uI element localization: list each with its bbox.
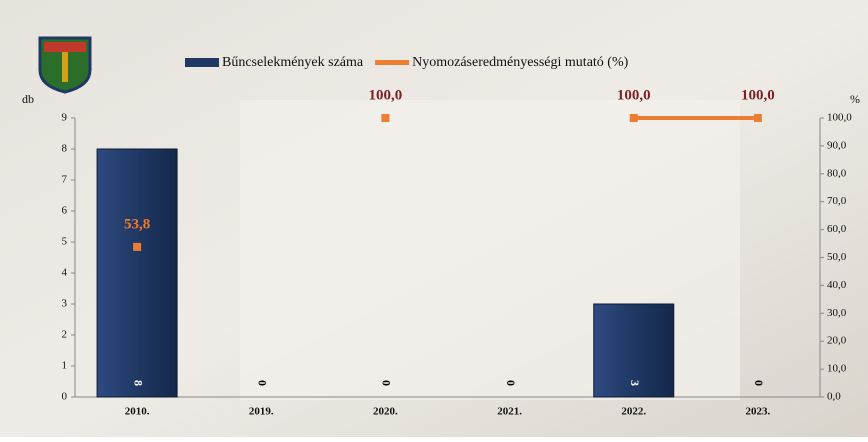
legend-swatch <box>185 58 219 67</box>
y2-tick-label: 90,0 <box>827 139 847 151</box>
y2-tick-label: 0,0 <box>827 391 841 403</box>
bar-value-label: 0 <box>752 380 766 386</box>
y-tick-label: 8 <box>62 143 68 155</box>
y-tick-label: 9 <box>62 112 68 124</box>
y2-tick-label: 40,0 <box>827 279 847 291</box>
line-value-label: 100,0 <box>617 87 651 103</box>
y2-tick-label: 50,0 <box>827 251 847 263</box>
y-tick-label: 6 <box>62 205 68 217</box>
y-tick-label: 5 <box>62 236 68 248</box>
chart: db % 01234567890,010,020,030,040,050,060… <box>0 0 868 437</box>
logo <box>40 38 90 92</box>
line-point <box>133 243 141 251</box>
legend-label: Nyomozáseredményességi mutató (%) <box>412 55 628 70</box>
x-tick-label: 2022. <box>621 406 646 418</box>
bar-value-label: 8 <box>131 380 145 386</box>
x-tick-label: 2019. <box>249 406 274 418</box>
y2-tick-label: 80,0 <box>827 167 847 179</box>
line-value-label: 53,8 <box>124 216 150 232</box>
y2-tick-label: 60,0 <box>827 223 847 235</box>
line-point <box>630 114 638 122</box>
line-value-label: 100,0 <box>369 87 403 103</box>
bar-value-label: 0 <box>256 380 270 386</box>
y-tick-label: 4 <box>62 267 68 279</box>
y-axis-label: db <box>22 92 34 106</box>
y2-tick-label: 70,0 <box>827 195 847 207</box>
bar-value-label: 3 <box>628 380 642 386</box>
x-tick-label: 2023. <box>746 406 771 418</box>
x-tick-label: 2020. <box>373 406 398 418</box>
y-tick-label: 7 <box>62 174 68 186</box>
x-tick-label: 2021. <box>497 406 522 418</box>
y2-tick-label: 10,0 <box>827 363 847 375</box>
x-tick-label: 2010. <box>125 406 150 418</box>
y2-tick-label: 30,0 <box>827 307 847 319</box>
line-point <box>754 114 762 122</box>
y2-tick-label: 100,0 <box>827 112 852 124</box>
line-point <box>381 114 389 122</box>
y-tick-label: 3 <box>62 298 68 310</box>
y-tick-label: 0 <box>62 391 68 403</box>
bar-value-label: 0 <box>504 380 518 386</box>
y2-axis-label: % <box>850 92 860 106</box>
legend-label: Bűncselekmények száma <box>222 55 364 70</box>
y2-tick-label: 20,0 <box>827 335 847 347</box>
y-tick-label: 1 <box>62 360 68 372</box>
bar-value-label: 0 <box>380 380 394 386</box>
y-tick-label: 2 <box>62 329 68 341</box>
bar <box>97 149 177 397</box>
line-value-label: 100,0 <box>741 87 775 103</box>
legend-swatch <box>375 60 409 65</box>
